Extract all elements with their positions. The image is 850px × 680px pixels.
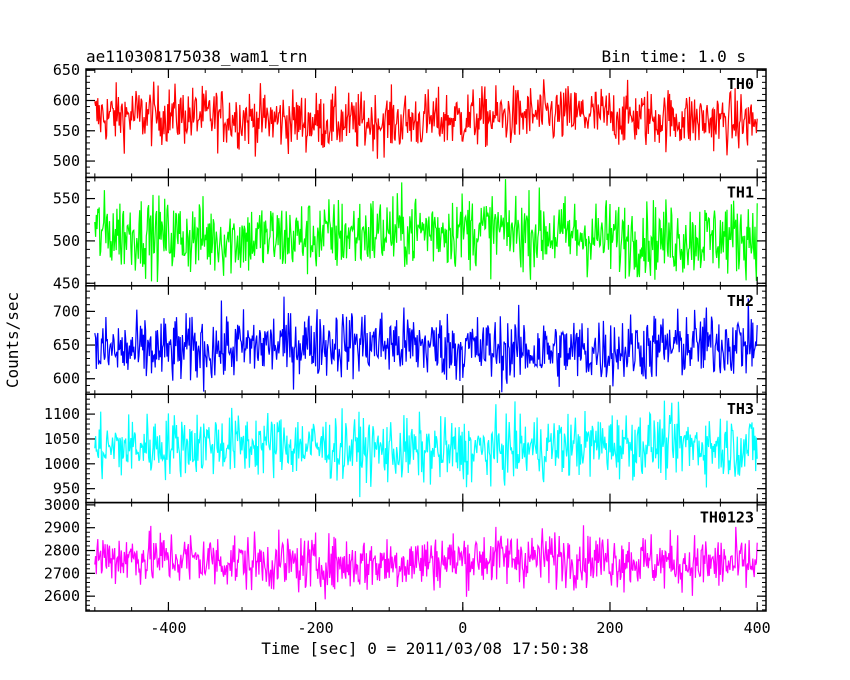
- series-line-th2: [94, 296, 758, 393]
- y-tick-label: 700: [53, 302, 80, 320]
- x-tick-label: 0: [458, 619, 467, 637]
- x-tick-label: -400: [150, 619, 186, 637]
- y-tick-label: 2600: [44, 587, 80, 605]
- x-tick-label: 200: [596, 619, 623, 637]
- y-tick-label: 600: [53, 91, 80, 109]
- y-tick-label: 650: [53, 336, 80, 354]
- bin-time-label: Bin time: 1.0 s: [602, 47, 747, 66]
- y-tick-label: 3000: [44, 496, 80, 514]
- y-tick-label: 500: [53, 152, 80, 170]
- y-tick-label: 2800: [44, 542, 80, 560]
- y-tick-label: 2700: [44, 564, 80, 582]
- panel-label-th0: TH0: [727, 75, 754, 93]
- y-tick-label: 550: [53, 122, 80, 140]
- x-tick-label: -200: [298, 619, 334, 637]
- y-tick-label: 600: [53, 370, 80, 388]
- y-tick-label: 650: [53, 61, 80, 79]
- series-line-th3: [94, 400, 758, 498]
- x-tick-label: 400: [744, 619, 771, 637]
- panel-label-th1: TH1: [727, 183, 754, 201]
- series-line-th1: [94, 179, 758, 283]
- y-tick-label: 1050: [44, 430, 80, 448]
- y-tick-label: 450: [53, 274, 80, 292]
- series-line-th0: [94, 79, 758, 159]
- y-tick-label: 950: [53, 480, 80, 498]
- panel-label-th3: TH3: [727, 400, 754, 418]
- panels-group: 500 550 600 650 TH0 450 500 550 TH1 600 650 700 TH2 9…: [44, 61, 771, 637]
- series-line-th0123: [94, 525, 758, 600]
- panel-label-th0123: TH0123: [700, 509, 754, 527]
- x-axis-label: Time [sec] 0 = 2011/03/08 17:50:38: [261, 639, 589, 658]
- y-tick-label: 1100: [44, 405, 80, 423]
- y-tick-label: 1000: [44, 455, 80, 473]
- y-axis-label: Counts/sec: [3, 292, 22, 388]
- y-tick-label: 2900: [44, 519, 80, 537]
- y-tick-label: 550: [53, 190, 80, 208]
- panel-label-th2: TH2: [727, 292, 754, 310]
- y-tick-label: 500: [53, 232, 80, 250]
- chart-title: ae110308175038_wam1_trn: [86, 47, 308, 66]
